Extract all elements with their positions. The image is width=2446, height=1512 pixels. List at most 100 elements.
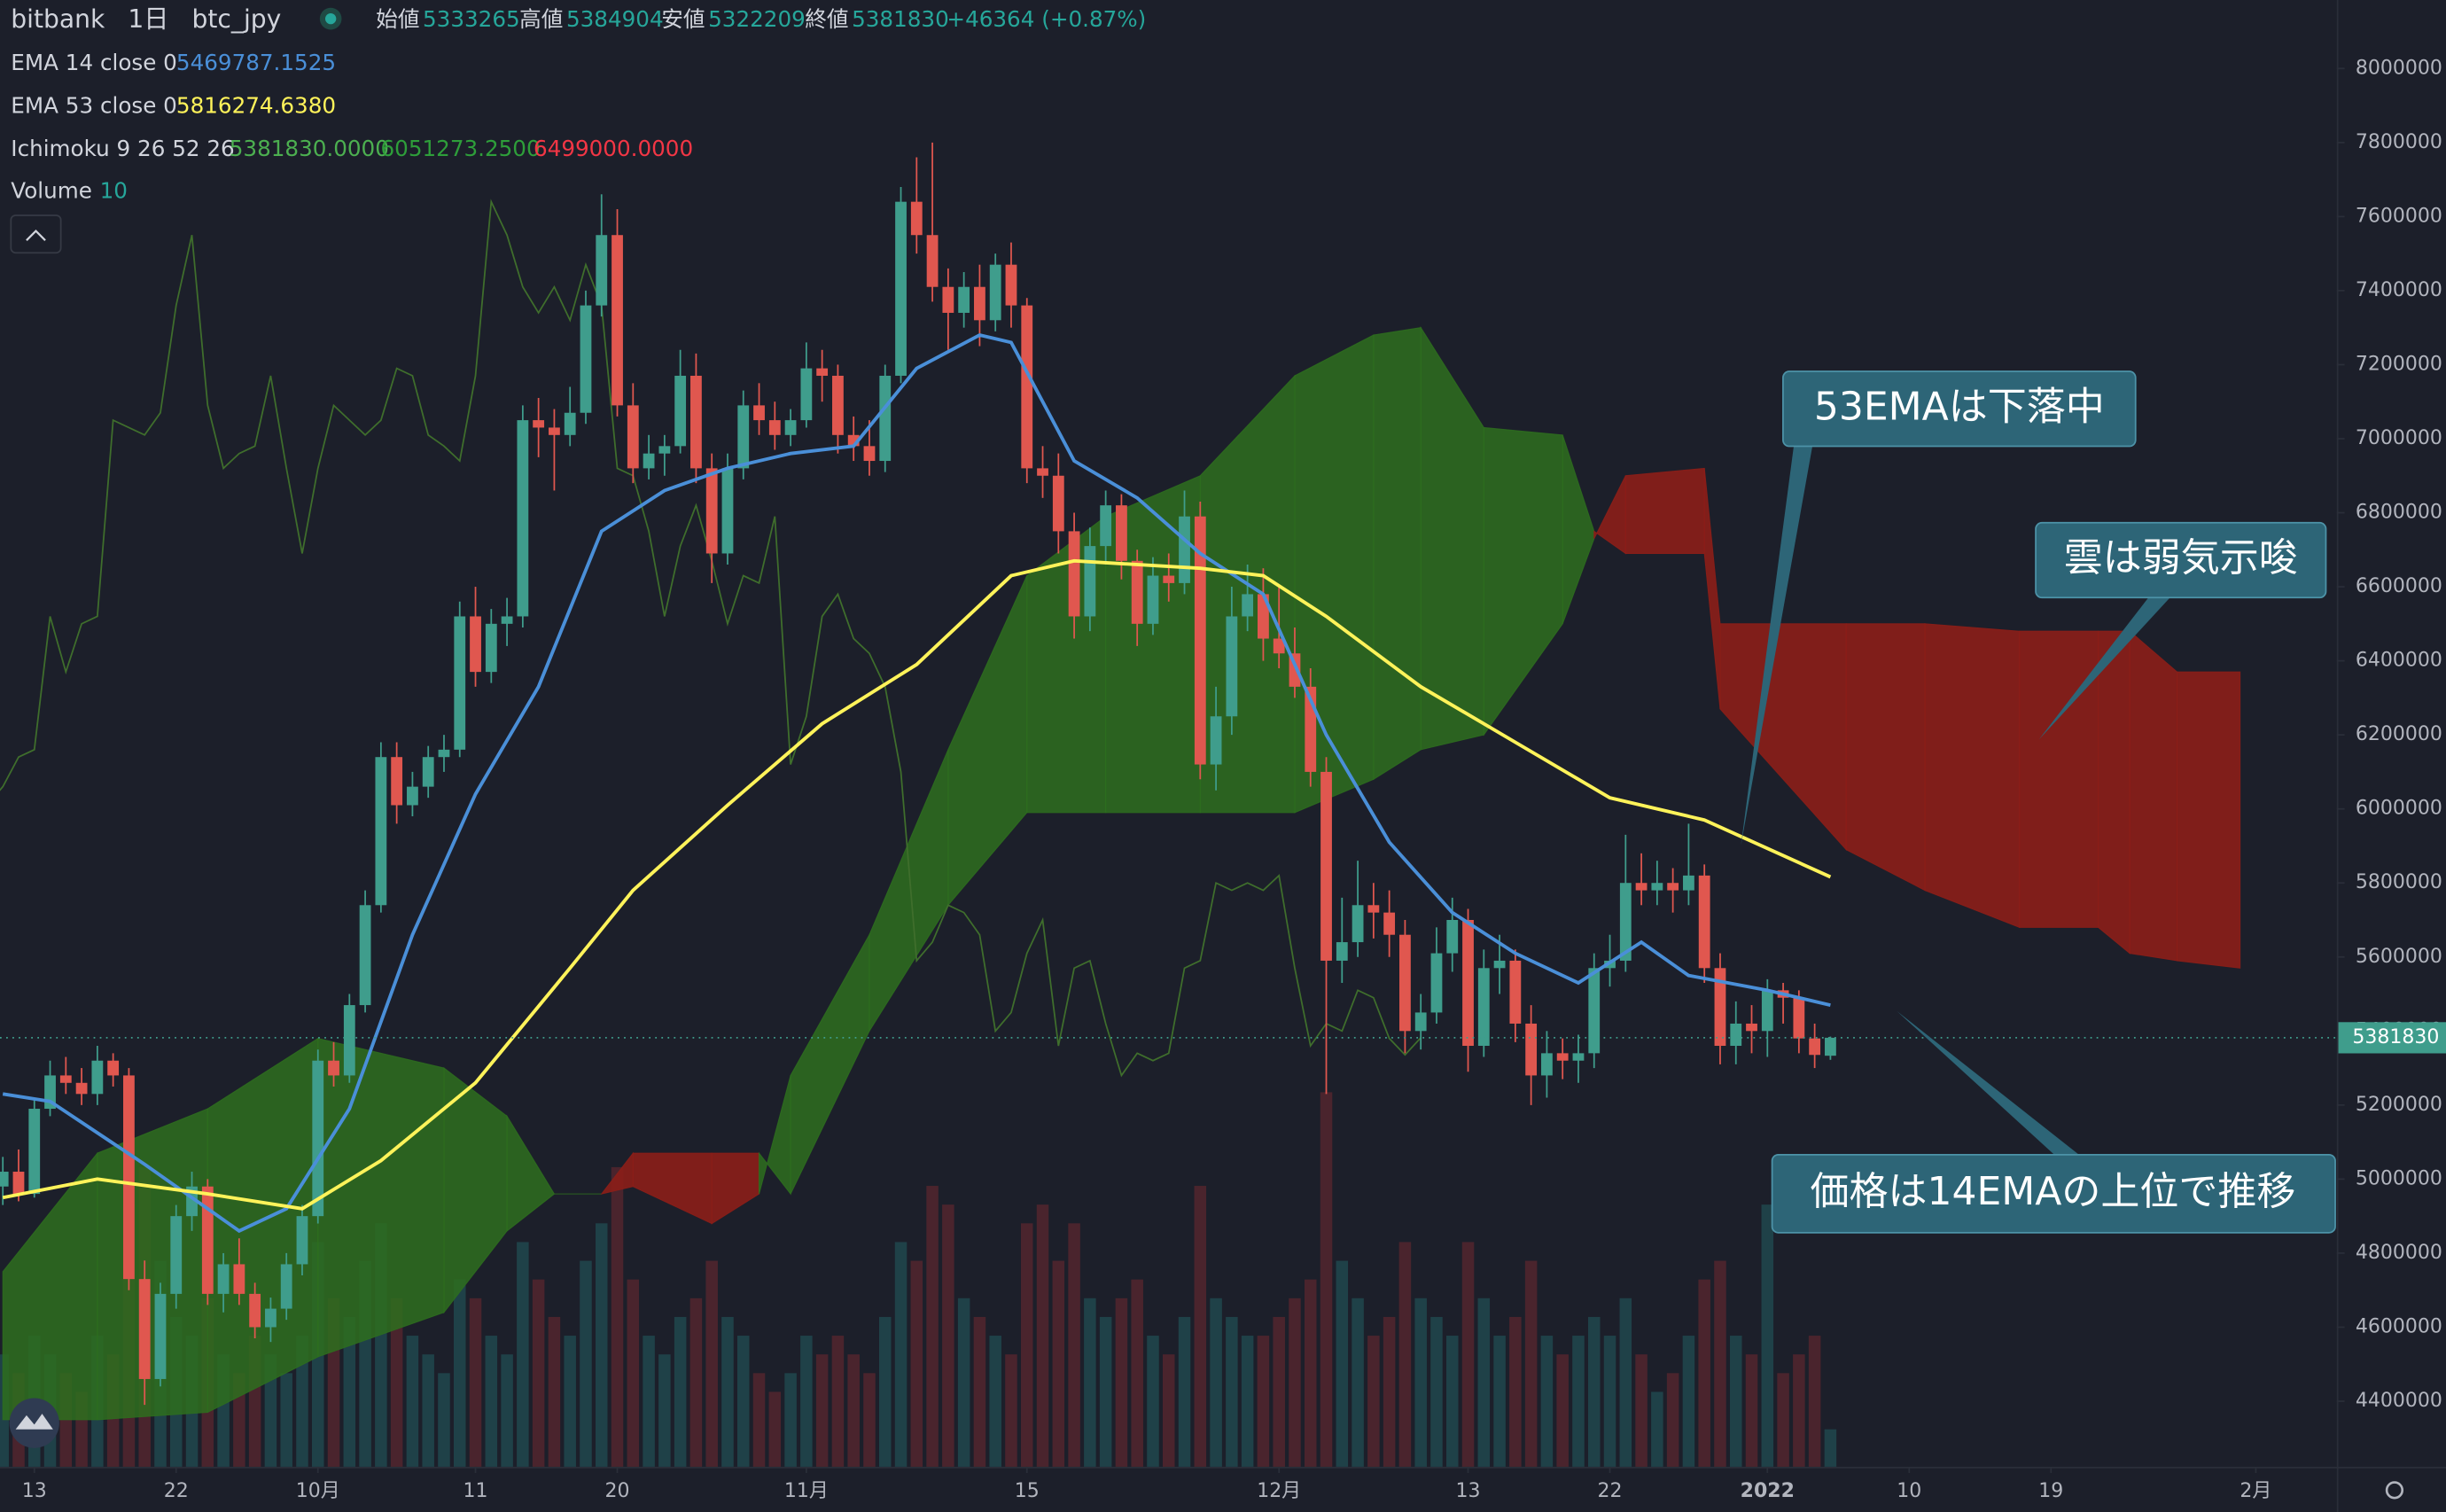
candle-body <box>910 201 923 236</box>
volume-bar <box>894 1242 908 1467</box>
ohlc-label: 始値 <box>376 6 419 32</box>
legend-name: EMA 53 close 0 <box>11 93 177 119</box>
candle-body <box>454 616 466 750</box>
volume-bar <box>1162 1354 1175 1467</box>
volume-bar <box>800 1336 813 1467</box>
status-dot <box>325 12 337 25</box>
candle-body <box>249 1293 261 1328</box>
collapse-icon[interactable] <box>26 229 46 241</box>
pair: btc_jpy <box>192 4 282 34</box>
candle-body <box>1714 968 1726 1047</box>
candle-body <box>958 286 970 313</box>
volume-bar <box>1540 1336 1554 1467</box>
candle-body <box>1147 575 1159 624</box>
candle-body <box>1462 919 1474 1047</box>
candle-body <box>1761 990 1773 1032</box>
volume-bar <box>1493 1336 1506 1467</box>
candle-body <box>1698 875 1710 969</box>
y-tick-label: 7800000 <box>2356 131 2442 153</box>
candle-body <box>721 468 734 554</box>
candle-body <box>1746 1023 1757 1032</box>
volume-bar <box>752 1373 766 1467</box>
volume-bar <box>957 1298 970 1467</box>
volume-bar <box>438 1373 450 1467</box>
y-tick-label: 8000000 <box>2356 57 2442 79</box>
volume-bar <box>1336 1260 1349 1467</box>
x-tick-label: 11 <box>463 1480 488 1502</box>
volume-bar <box>501 1354 513 1467</box>
volume-bar <box>878 1316 892 1467</box>
candle-body <box>863 446 876 462</box>
logo-icon <box>15 1414 53 1430</box>
volume-bar <box>1808 1336 1821 1467</box>
volume-bar <box>517 1242 529 1467</box>
ema-line <box>2 558 1832 1211</box>
collapse-button[interactable] <box>10 214 62 254</box>
y-tick-label: 5000000 <box>2356 1167 2442 1189</box>
candle-body <box>1683 875 1694 891</box>
candle-body <box>438 749 450 758</box>
volume-bar <box>768 1391 782 1467</box>
volume-bar <box>973 1316 986 1467</box>
candle-body <box>1021 305 1033 469</box>
volume-bar <box>564 1336 576 1467</box>
volume-bar <box>1178 1316 1191 1467</box>
logo[interactable] <box>9 1398 59 1448</box>
volume-bar <box>1304 1279 1317 1467</box>
candle-body <box>233 1264 245 1294</box>
cloud-segment <box>1845 623 1926 892</box>
volume-bar <box>453 1279 466 1467</box>
lagging-layer <box>0 199 1422 1078</box>
candle-body <box>1336 942 1348 961</box>
candle-body <box>154 1293 167 1379</box>
callout-box <box>1782 370 2137 448</box>
candle-body <box>1493 960 1506 969</box>
candle-body <box>1100 505 1112 547</box>
candle-body <box>201 1186 214 1294</box>
candle-body <box>1226 616 1238 717</box>
volume-bar <box>1682 1336 1695 1467</box>
x-tick-label: 2月 <box>2240 1480 2271 1502</box>
cloud-segment <box>1624 467 1705 554</box>
candle-body <box>217 1264 230 1294</box>
volume-bar <box>1698 1279 1710 1467</box>
candle-body <box>1635 883 1648 891</box>
candle-body <box>1730 1023 1742 1047</box>
volume-bar <box>1556 1354 1569 1467</box>
volume-bar <box>548 1316 561 1467</box>
volume-bar <box>1289 1298 1301 1467</box>
settings-icon[interactable] <box>2385 1481 2404 1500</box>
candle-body <box>879 375 892 462</box>
candle-body <box>1477 968 1490 1047</box>
volume-bar <box>674 1316 687 1467</box>
cloud-segment <box>97 1108 208 1421</box>
y-tick-label: 6400000 <box>2356 650 2442 672</box>
x-tick-label: 15 <box>1015 1480 1040 1502</box>
volume-bar <box>1367 1336 1380 1467</box>
candle-body <box>1258 594 1269 639</box>
candle-body <box>1619 883 1632 961</box>
volume-bar <box>689 1298 703 1467</box>
volume-bar <box>1729 1336 1742 1467</box>
candle-body <box>1367 905 1380 913</box>
candle-body <box>1131 560 1143 624</box>
candle-body <box>1352 905 1364 943</box>
candle-body <box>926 235 939 287</box>
volume-bar <box>1005 1354 1017 1467</box>
legend-value: 5469787.1525 <box>176 50 336 75</box>
cloud-segment <box>317 1037 445 1358</box>
volume-bar <box>532 1279 545 1467</box>
volume-bar <box>280 1373 292 1467</box>
last-price-label: 5381830 <box>2352 1026 2439 1048</box>
cloud-segment <box>2098 630 2131 955</box>
candle-body <box>1068 531 1080 617</box>
volume-bar <box>831 1336 845 1467</box>
candle-body <box>359 905 371 1006</box>
x-tick-label: 13 <box>1456 1480 1481 1502</box>
volume-bar <box>580 1260 592 1467</box>
y-tick-label: 7400000 <box>2356 279 2442 301</box>
callout-text: 雲は弱気示唆 <box>2064 535 2298 581</box>
